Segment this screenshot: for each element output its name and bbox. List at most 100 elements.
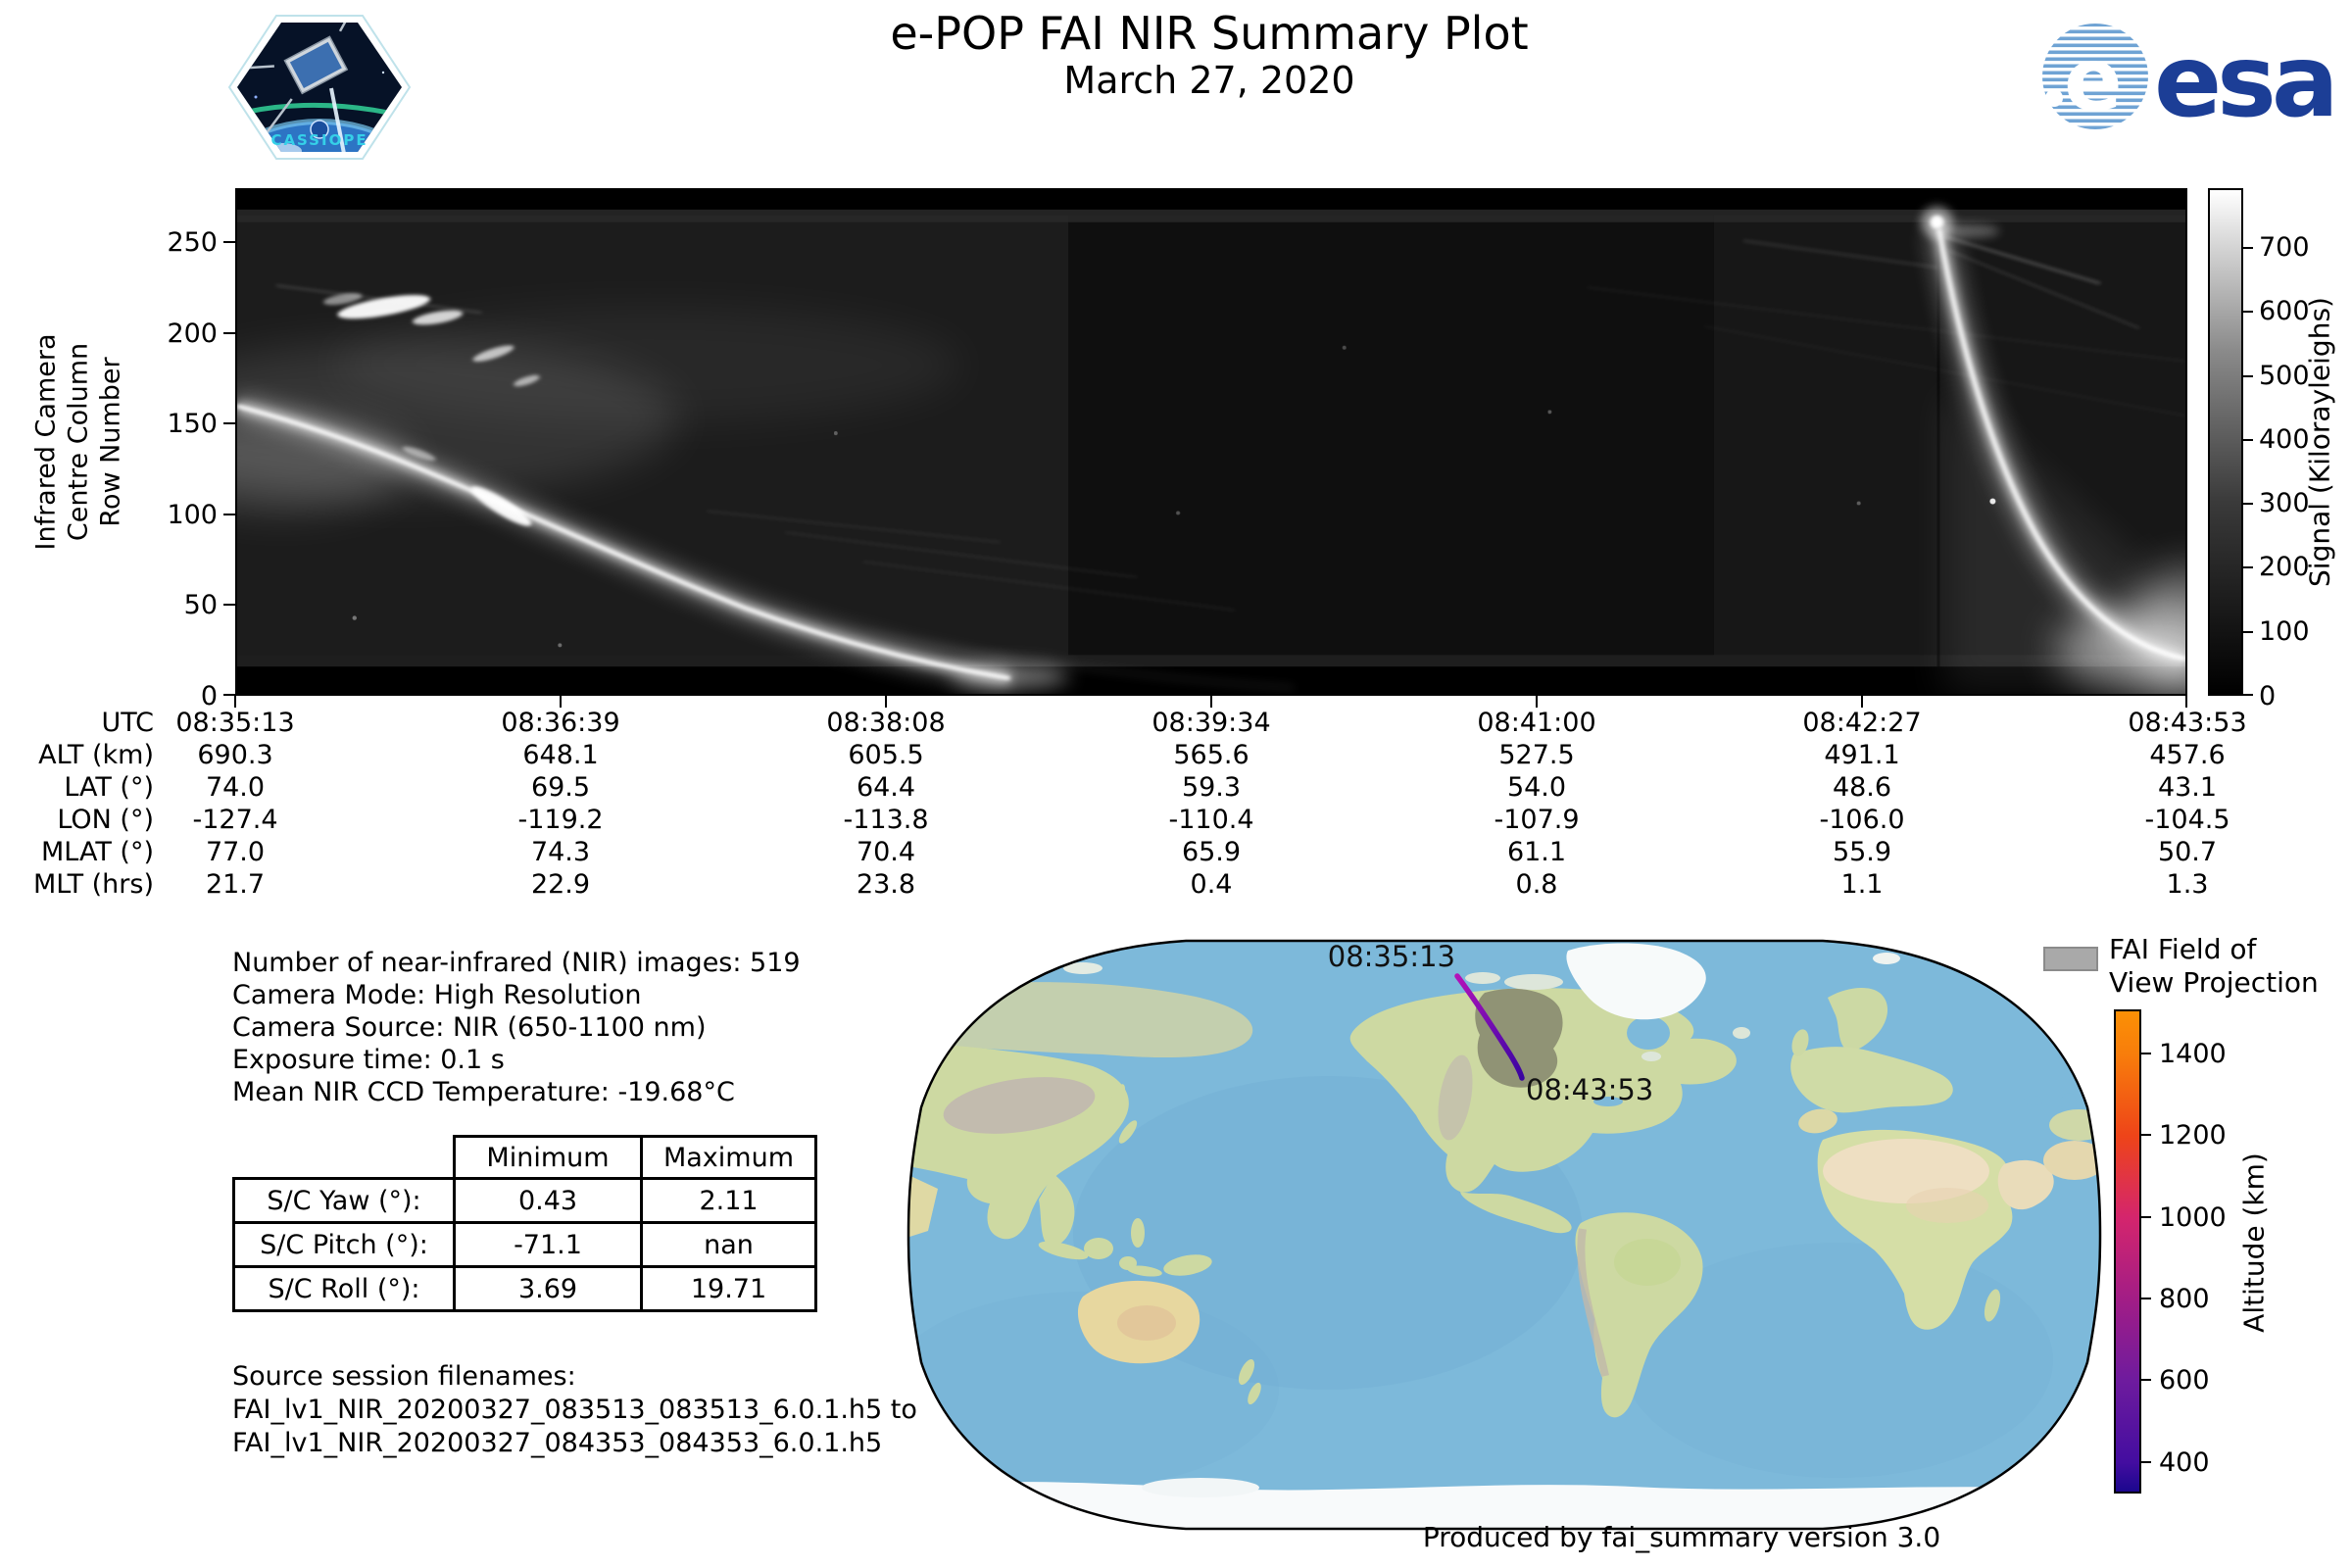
map-border: [906, 939, 2102, 1531]
attitude-roll-min: 3.69: [453, 1265, 643, 1312]
acbar-tickmark: [2141, 1298, 2151, 1299]
cbar-tickmark: [2243, 375, 2253, 377]
madagascar: [1984, 1289, 2001, 1322]
esa-wordmark: esa: [2154, 24, 2334, 135]
arabia: [1997, 1159, 2054, 1210]
ytick-50: 50: [183, 590, 218, 620]
ephemeris-column-3: 08:38:08 605.5 64.4 -113.8 70.4 23.8: [826, 708, 946, 900]
fov-projection-patch: [1475, 988, 1563, 1088]
eph-label-lat: LAT (°): [64, 772, 154, 803]
ytickmark: [223, 422, 235, 424]
ytickmark: [223, 332, 235, 334]
cbar-tickmark: [2243, 247, 2253, 249]
world-map-graphic: 08:35:13 08:43:53: [906, 939, 2102, 1531]
cbar-tick-400: 400: [2259, 424, 2310, 455]
ytick-0: 0: [200, 681, 218, 711]
ephemeris-column-5: 08:41:00 527.5 54.0 -107.9 61.1 0.8: [1477, 708, 1596, 900]
map-content: [908, 941, 2100, 1529]
fov-legend-swatch: [2043, 947, 2098, 971]
acbar-tickmark: [2141, 1134, 2151, 1136]
eph-label-alt: ALT (km): [38, 740, 154, 770]
ephemeris-row-labels: UTC ALT (km) LAT (°) LON (°) MLAT (°) ML…: [0, 707, 154, 901]
cbar-tick-500: 500: [2259, 361, 2310, 391]
source-files-block: Source session filenames: FAI_lv1_NIR_20…: [232, 1360, 917, 1460]
table-row: S/C Yaw (°): 0.43 2.11: [232, 1177, 817, 1224]
page-date: March 27, 2020: [1063, 59, 1355, 102]
world-map: 08:35:13 08:43:53: [906, 939, 2102, 1531]
attitude-pitch-min: -71.1: [453, 1221, 643, 1268]
ytick-200: 200: [167, 318, 218, 349]
cbar-tick-600: 600: [2259, 296, 2310, 326]
esa-globe-e: e: [2064, 29, 2123, 130]
beam: [329, 87, 349, 152]
acbar-tickmark: [2141, 1379, 2151, 1381]
page-title: e-POP FAI NIR Summary Plot: [890, 7, 1529, 60]
esa-globe: [2042, 24, 2148, 129]
rockies: [1438, 1054, 1473, 1141]
cassiope-label: CASSIOPE: [270, 131, 368, 149]
cbar-tickmark: [2243, 439, 2253, 441]
cbar-tick-200: 200: [2259, 552, 2310, 582]
acbar-tick-600: 600: [2159, 1365, 2210, 1396]
acbar-tickmark: [2141, 1053, 2151, 1054]
attitude-pitch-max: nan: [640, 1221, 817, 1268]
produced-by-text: Produced by fai_summary version 3.0: [1422, 1521, 1941, 1553]
track-end-label: 08:43:53: [1526, 1073, 1653, 1106]
ytickmark: [223, 604, 235, 606]
cbar-tick-100: 100: [2259, 616, 2310, 647]
eph-label-utc: UTC: [101, 708, 154, 738]
source-files-heading: Source session filenames:: [232, 1361, 576, 1392]
cbar-tick-700: 700: [2259, 232, 2310, 263]
acbar-tick-1200: 1200: [2159, 1120, 2227, 1151]
table-row: S/C Roll (°): 3.69 19.71: [232, 1265, 817, 1312]
attitude-yaw-label: S/C Yaw (°):: [232, 1177, 456, 1224]
ytickmark: [223, 241, 235, 243]
hudson-bay: [1627, 1016, 1670, 1050]
eph-label-mlat: MLAT (°): [41, 837, 154, 867]
table-row: S/C Pitch (°): -71.1 nan: [232, 1221, 817, 1268]
xtickmark: [1536, 696, 1538, 708]
attitude-col-minimum: Minimum: [453, 1135, 643, 1180]
altitude-colorbar: [2114, 1009, 2141, 1494]
ephemeris-column-4: 08:39:34 565.6 59.3 -110.4 65.9 0.4: [1152, 708, 1271, 900]
cbar-tick-0: 0: [2259, 681, 2277, 711]
esa-logo: e esa: [2034, 22, 2340, 140]
ephemeris-column-6: 08:42:27 491.1 48.6 -106.0 55.9 1.1: [1802, 708, 1922, 900]
sahara: [1823, 1139, 1989, 1203]
info-camera-mode: Camera Mode: High Resolution: [232, 980, 642, 1010]
eph-label-mlt: MLT (hrs): [32, 869, 154, 900]
attitude-roll-max: 19.71: [640, 1265, 817, 1312]
ytick-100: 100: [167, 500, 218, 530]
attitude-col-maximum: Maximum: [640, 1135, 817, 1180]
attitude-yaw-min: 0.43: [453, 1177, 643, 1224]
himalaya: [943, 1077, 1096, 1134]
acbar-tick-800: 800: [2159, 1284, 2210, 1314]
info-num-images: Number of near-infrared (NIR) images: 51…: [232, 948, 801, 978]
xtickmark: [2185, 696, 2187, 708]
continents: [908, 943, 2100, 1529]
esa-logo-graphic: e esa: [2042, 24, 2339, 140]
source-file-last: FAI_lv1_NIR_20200327_084353_084353_6.0.1…: [232, 1428, 883, 1458]
xtickmark: [560, 696, 562, 708]
ephemeris-column-2: 08:36:39 648.1 69.5 -119.2 74.3 22.9: [501, 708, 620, 900]
ephemeris-column-7: 08:43:53 457.6 43.1 -104.5 50.7 1.3: [2128, 708, 2247, 900]
cbar-tickmark: [2243, 311, 2253, 313]
cbar-tick-300: 300: [2259, 488, 2310, 518]
europe: [1790, 1047, 1953, 1113]
eph-label-lon: LON (°): [57, 805, 154, 835]
xtickmark: [1210, 696, 1212, 708]
ytickmark: [223, 514, 235, 515]
camera-info-block: Number of near-infrared (NIR) images: 51…: [232, 947, 801, 1108]
cassiope-patch-graphic: CASSIOPE: [227, 15, 412, 160]
info-exposure: Exposure time: 0.1 s: [232, 1045, 505, 1075]
track-start-label: 08:35:13: [1328, 940, 1455, 973]
acbar-tick-400: 400: [2159, 1447, 2210, 1478]
keogram-plot: [129, 188, 2242, 701]
attitude-yaw-max: 2.11: [640, 1177, 817, 1224]
andes: [1577, 1228, 1609, 1377]
fov-legend-text: FAI Field of View Projection: [2109, 933, 2319, 999]
page-title-block: e-POP FAI NIR Summary Plot March 27, 202…: [231, 8, 2187, 102]
cbar-tickmark: [2243, 566, 2253, 568]
attitude-roll-label: S/C Roll (°):: [232, 1265, 456, 1312]
